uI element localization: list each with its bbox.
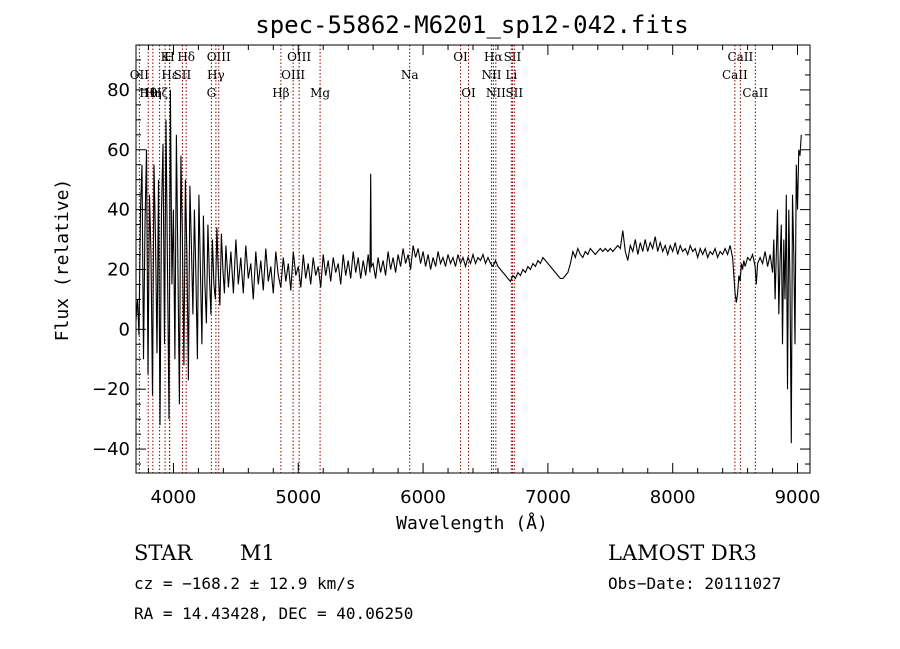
spectrum-line [136, 89, 802, 444]
x-tick-label: 5000 [275, 487, 321, 508]
y-tick-label: 40 [107, 200, 130, 221]
y-tick-label: −40 [92, 439, 130, 460]
chart-title: spec-55862-M6201_sp12-042.fits [255, 11, 688, 39]
line-label-7: SII [174, 68, 192, 82]
y-tick-label: 60 [107, 140, 130, 161]
x-axis-label: Wavelength (Å) [396, 512, 548, 534]
line-label-21: NII [486, 86, 506, 100]
line-label-20: Hα [484, 50, 503, 64]
line-label-16: Na [401, 68, 419, 82]
axes: 4000 5000 6000 7000 8000 9000 −40 −20 0 20 40 60 80 [92, 44, 821, 508]
line-label-26: CaII [727, 50, 753, 64]
y-axis-label: Flux (relative) [52, 179, 73, 342]
y-tick-label: 20 [107, 259, 130, 280]
line-label-6: Hε [161, 68, 178, 82]
object-subclass: M1 [240, 541, 275, 565]
line-label-23: SII [504, 50, 522, 64]
line-label-14: OIII [287, 50, 311, 64]
x-tick-label: 9000 [775, 487, 821, 508]
y-tick-label: 0 [119, 319, 130, 340]
line-label-12: Hβ [272, 86, 289, 100]
line-label-19: NII [481, 68, 501, 82]
survey-name: LAMOST DR3 [608, 541, 757, 565]
line-label-27: CaII [742, 86, 768, 100]
spectrum-plot [136, 89, 802, 444]
observation-date: Obs−Date: 20111027 [608, 574, 781, 593]
line-label-4: K [161, 50, 171, 64]
x-tick-label: 7000 [525, 487, 571, 508]
line-label-9: G [207, 86, 217, 100]
line-label-24: SII [505, 86, 523, 100]
line-label-2: Hη [144, 86, 162, 100]
x-tick-label: 8000 [650, 487, 696, 508]
x-tick-label: 6000 [400, 487, 446, 508]
line-label-8: Hδ [177, 50, 195, 64]
line-label-15: Mg [310, 86, 330, 100]
line-label-18: OI [461, 86, 476, 100]
coordinates: RA = 14.43428, DEC = 40.06250 [134, 604, 413, 623]
line-label-11: OIII [207, 50, 231, 64]
line-label-22: Li [505, 68, 517, 82]
line-label-17: OI [453, 50, 468, 64]
object-type: STAR [134, 541, 193, 565]
y-tick-label: −20 [92, 379, 130, 400]
line-label-25: CaII [722, 68, 748, 82]
line-label-3: Hζ [151, 86, 168, 100]
line-label-13: OIII [281, 68, 305, 82]
x-tick-label: 4000 [151, 487, 197, 508]
redshift-velocity: cz = −168.2 ± 12.9 km/s [134, 574, 356, 593]
line-label-10: Hγ [207, 68, 225, 82]
y-tick-label: 80 [107, 80, 130, 101]
